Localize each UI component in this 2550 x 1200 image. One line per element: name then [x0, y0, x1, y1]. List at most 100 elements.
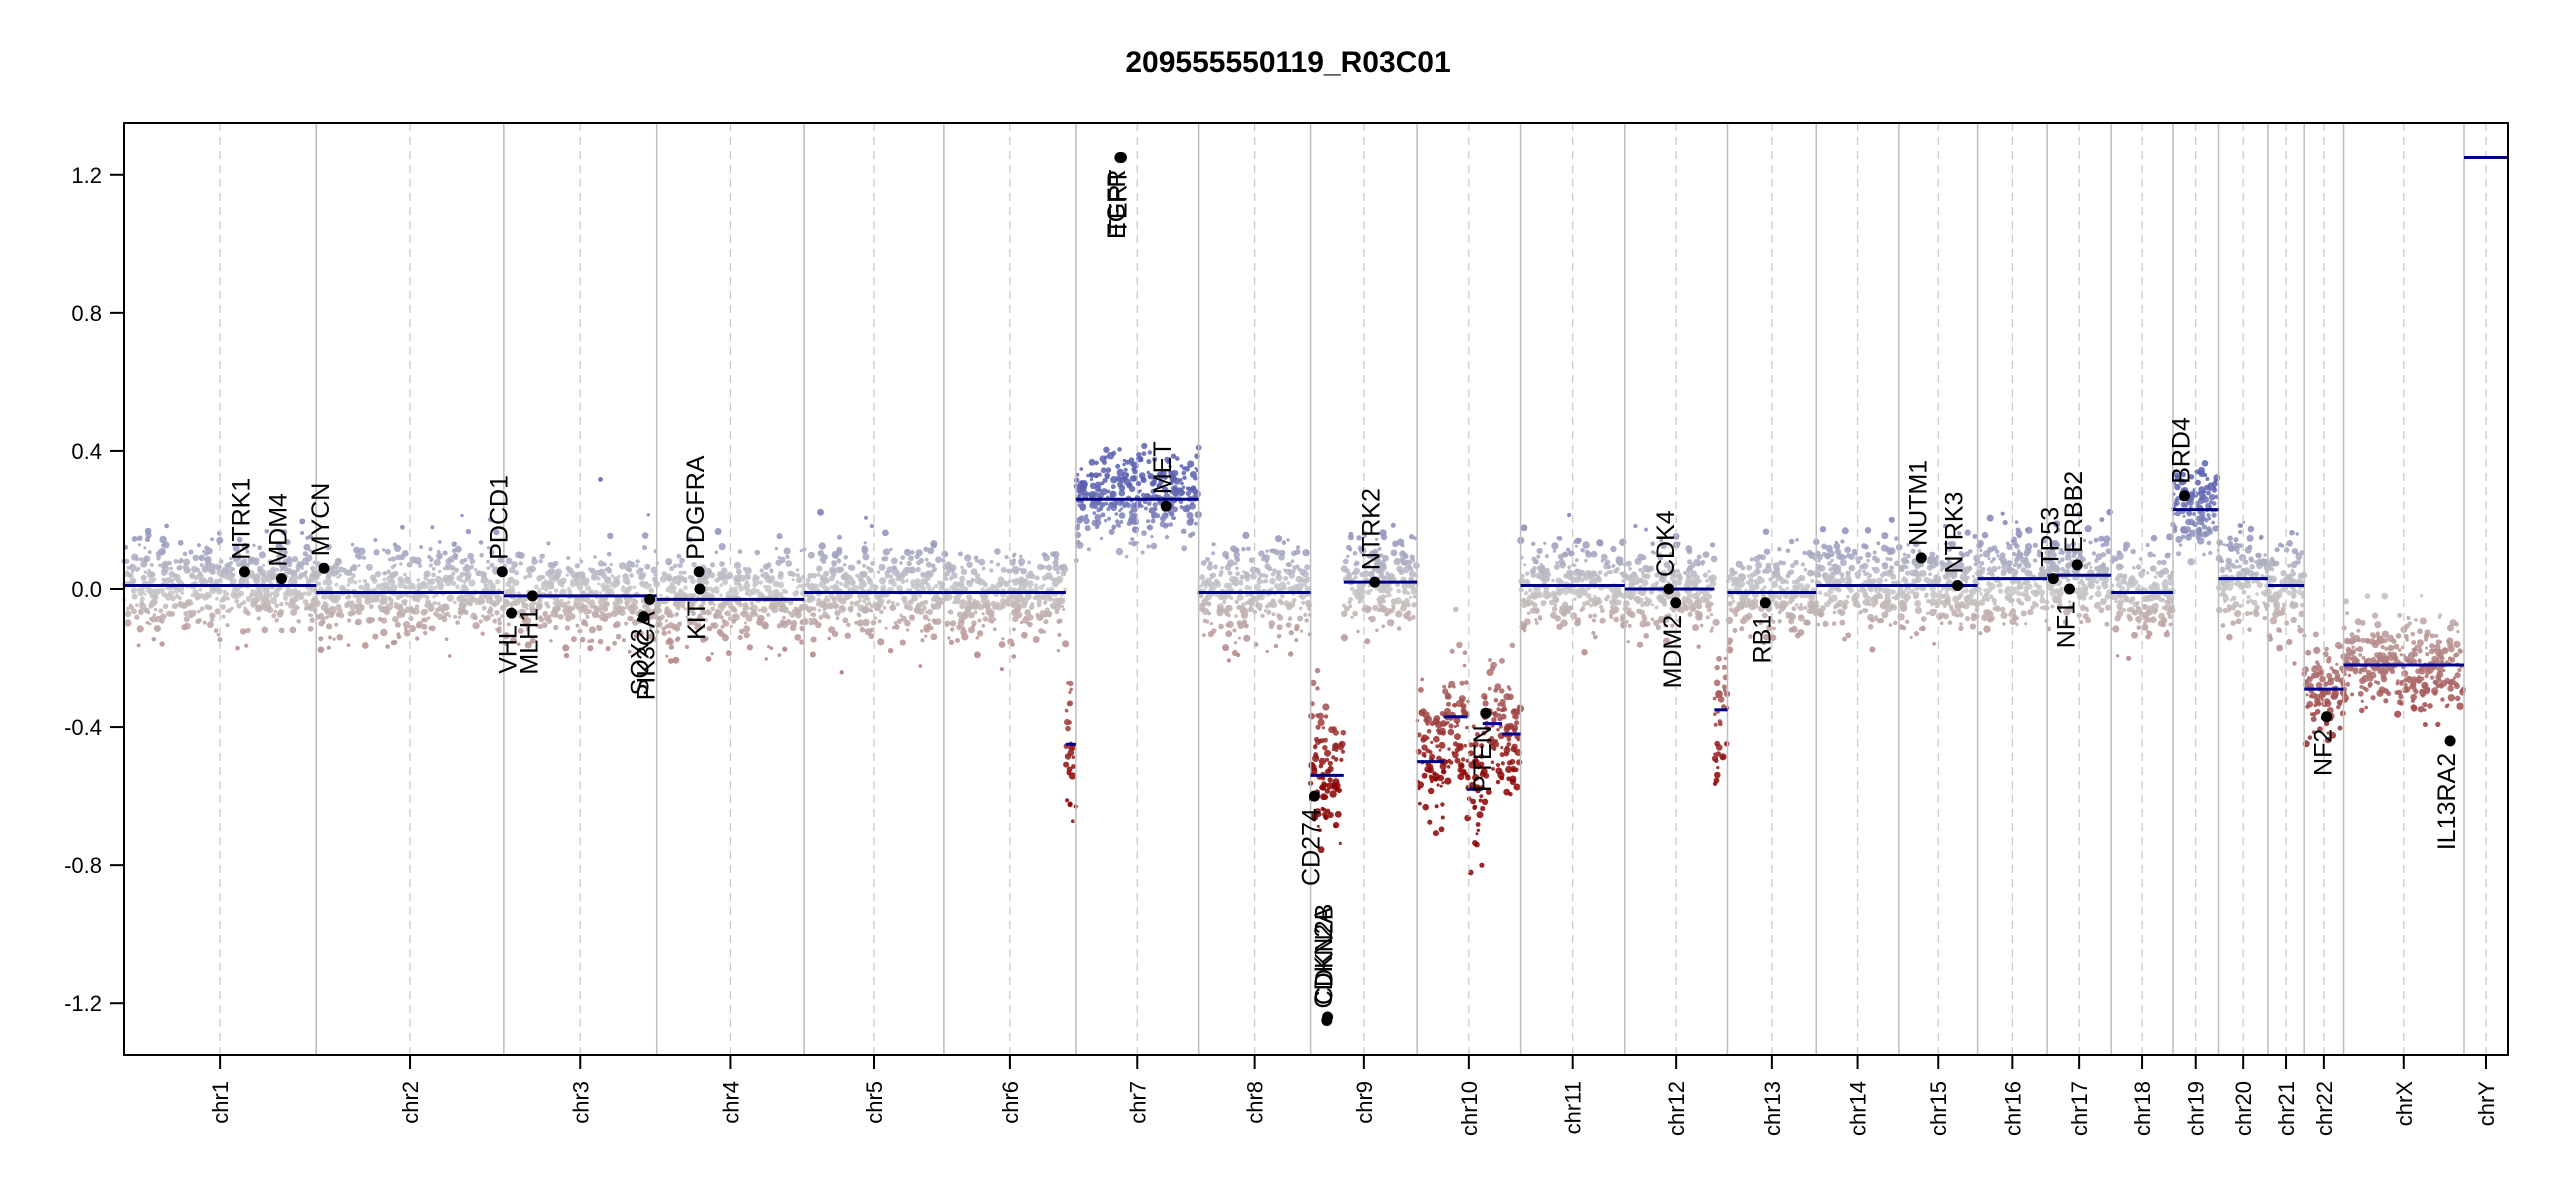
probe-point — [429, 557, 434, 562]
probe-point — [824, 595, 828, 599]
probe-point — [1551, 542, 1559, 550]
probe-point — [672, 601, 679, 608]
probe-point — [137, 588, 140, 592]
probe-point — [269, 571, 277, 579]
probe-point — [1365, 589, 1372, 596]
probe-point — [1890, 603, 1895, 608]
probe-point — [1052, 564, 1060, 572]
probe-point — [1640, 603, 1645, 608]
probe-point — [1582, 541, 1590, 549]
probe-point — [656, 621, 663, 628]
probe-point — [766, 612, 771, 617]
probe-point — [1118, 512, 1126, 519]
probe-point — [1755, 561, 1763, 569]
probe-point — [1220, 566, 1224, 570]
probe-point — [589, 589, 594, 594]
probe-point — [1777, 594, 1783, 601]
probe-point — [1688, 579, 1695, 585]
probe-point — [548, 573, 555, 580]
probe-point — [417, 563, 423, 568]
probe-point — [1115, 522, 1121, 527]
probe-point — [239, 628, 247, 635]
probe-point — [380, 582, 385, 587]
probe-point — [1291, 598, 1297, 603]
probe-point — [187, 609, 192, 614]
probe-point — [1439, 784, 1443, 788]
probe-point — [1235, 566, 1239, 571]
probe-point — [379, 597, 387, 606]
probe-point — [1255, 602, 1260, 607]
probe-point — [492, 618, 498, 624]
probe-point — [817, 508, 824, 516]
probe-point — [231, 586, 239, 595]
probe-point — [669, 566, 675, 572]
probe-point — [1404, 598, 1410, 604]
probe-point — [742, 602, 749, 608]
probe-point — [1262, 579, 1266, 584]
probe-point — [1376, 596, 1382, 602]
probe-point — [1452, 751, 1459, 759]
probe-point — [1323, 714, 1329, 719]
probe-point — [332, 637, 336, 641]
probe-point — [215, 597, 219, 601]
probe-point — [367, 617, 375, 624]
probe-point — [220, 604, 226, 610]
probe-point — [1574, 544, 1578, 548]
probe-point — [1788, 538, 1795, 545]
probe-point — [1493, 712, 1499, 718]
probe-point — [1792, 607, 1796, 612]
probe-point — [291, 578, 298, 585]
probe-point — [546, 604, 551, 609]
probe-point — [326, 645, 331, 650]
probe-point — [520, 614, 526, 620]
probe-point — [307, 613, 312, 617]
probe-point — [1237, 636, 1241, 640]
probe-point — [1806, 569, 1814, 577]
probe-point — [1681, 601, 1687, 607]
probe-point — [1536, 547, 1543, 555]
probe-point — [479, 553, 484, 558]
probe-point — [323, 604, 328, 608]
probe-point — [1500, 761, 1505, 766]
probe-point — [408, 582, 414, 589]
probe-point — [924, 634, 928, 638]
probe-point — [538, 598, 543, 603]
probe-point — [1164, 535, 1170, 540]
probe-point — [863, 541, 867, 545]
probe-point — [783, 547, 791, 555]
probe-point — [867, 601, 872, 606]
probe-point — [336, 634, 344, 641]
probe-point — [333, 573, 337, 577]
probe-point — [1065, 798, 1070, 803]
probe-point — [1581, 590, 1588, 597]
probe-point — [1428, 774, 1433, 779]
probe-point — [1739, 626, 1745, 632]
probe-point — [896, 584, 903, 592]
probe-point — [383, 584, 388, 590]
probe-point — [973, 604, 979, 610]
probe-point — [639, 580, 646, 587]
probe-point — [1132, 475, 1139, 482]
probe-point — [684, 644, 690, 650]
probe-point — [1319, 783, 1326, 791]
probe-point — [225, 623, 230, 628]
probe-point — [585, 614, 590, 620]
probe-point — [973, 610, 978, 615]
probe-point — [999, 667, 1004, 672]
probe-point — [509, 585, 515, 591]
probe-point — [234, 598, 240, 604]
probe-point — [191, 565, 198, 573]
probe-point — [1614, 602, 1618, 606]
probe-point — [204, 556, 210, 563]
probe-point — [1440, 815, 1445, 820]
probe-point — [1224, 564, 1232, 571]
probe-point — [856, 619, 865, 627]
probe-point — [1891, 580, 1895, 585]
probe-point — [1778, 560, 1783, 565]
probe-point — [597, 560, 605, 567]
probe-point — [1071, 764, 1076, 769]
probe-point — [1225, 630, 1233, 638]
probe-point — [1421, 751, 1427, 758]
probe-point — [159, 535, 167, 544]
probe-point — [538, 559, 543, 564]
